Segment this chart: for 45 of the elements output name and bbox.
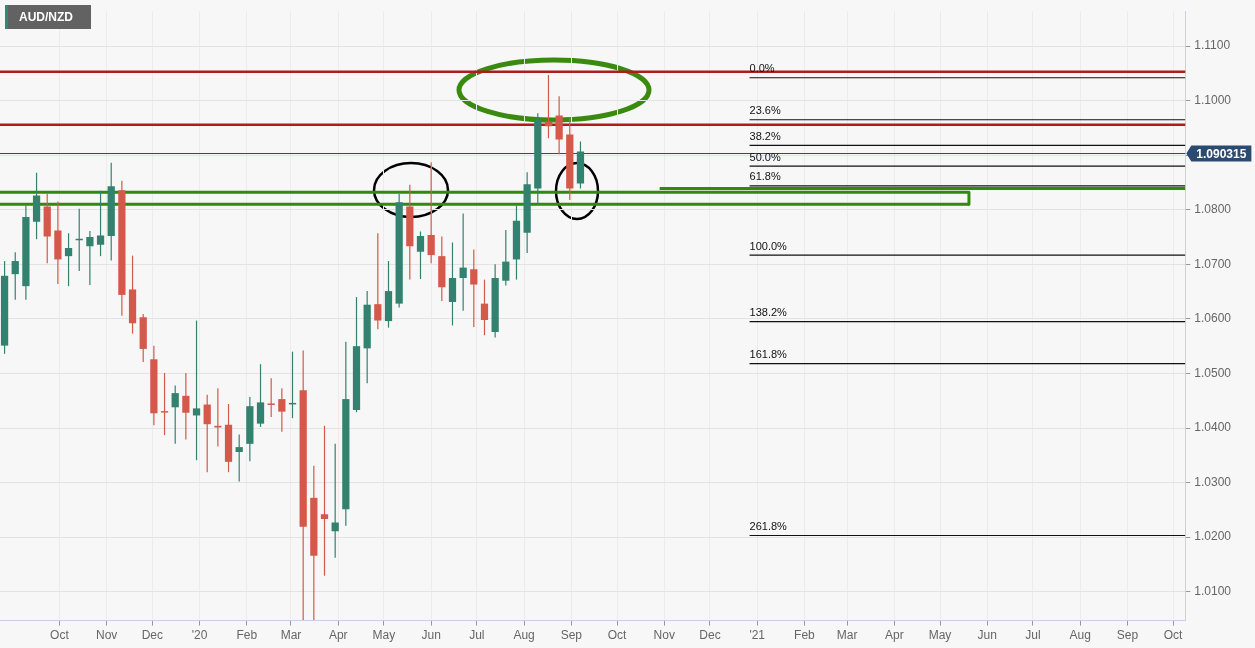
x-tick-label: Apr <box>884 628 904 643</box>
x-tick-label: Mar <box>280 628 302 643</box>
ref-line-label: 1.090315 <box>1196 146 1247 161</box>
x-tick-label: Dec <box>141 628 164 643</box>
y-tick-label: 1.0800 <box>1194 202 1232 217</box>
series-label: 38.2% <box>749 129 781 142</box>
x-tick-label: '21 <box>749 628 766 643</box>
y-tick-label: 1.0700 <box>1194 256 1232 271</box>
y-tick-label: 1.0100 <box>1194 584 1232 598</box>
x-tick-label: Aug <box>1069 628 1091 643</box>
x-tick-label: Jun <box>421 628 441 643</box>
x-tick-label: May <box>372 628 396 643</box>
x-tick-label: Aug <box>513 628 535 643</box>
x-tick-label: Nov <box>95 628 118 643</box>
series-label: 261.8% <box>749 520 788 533</box>
x-tick-label: '20 <box>191 628 208 643</box>
series-label: 100.0% <box>749 239 788 252</box>
y-tick-label: 1.0200 <box>1194 529 1232 544</box>
x-tick-label: Jul <box>1025 628 1041 643</box>
x-tick-label: Apr <box>328 628 348 643</box>
x-tick-label: May <box>928 628 952 643</box>
y-tick-label: 1.1100 <box>1194 38 1231 53</box>
y-tick-label: 1.1000 <box>1194 92 1232 107</box>
series-label: 50.0% <box>749 150 781 163</box>
x-tick-label: Oct <box>607 628 628 643</box>
y-tick-label: 1.0300 <box>1194 474 1232 489</box>
series-label: 138.2% <box>749 306 788 319</box>
x-tick-label: Sep <box>560 628 583 643</box>
x-tick-label: Sep <box>1116 628 1139 643</box>
x-tick-label: Jul <box>469 628 485 643</box>
x-tick-label: Feb <box>236 628 258 643</box>
x-tick-label: Jun <box>977 628 997 643</box>
x-tick-label: Mar <box>836 628 858 643</box>
x-tick-label: Oct <box>50 628 70 643</box>
series-label: 161.8% <box>749 348 788 361</box>
y-tick-label: 1.0400 <box>1194 420 1232 435</box>
series-label: 23.6% <box>749 104 781 117</box>
y-tick-label: 1.0500 <box>1194 365 1232 380</box>
series-label: 61.8% <box>749 170 781 183</box>
x-tick-label: Dec <box>699 628 721 643</box>
chart-title: AUD/NZD <box>5 5 91 29</box>
x-tick-label: Oct <box>1163 628 1184 643</box>
y-tick-label: 1.0600 <box>1194 311 1232 326</box>
x-tick-label: Feb <box>794 628 816 643</box>
x-tick-label: Nov <box>653 628 675 643</box>
